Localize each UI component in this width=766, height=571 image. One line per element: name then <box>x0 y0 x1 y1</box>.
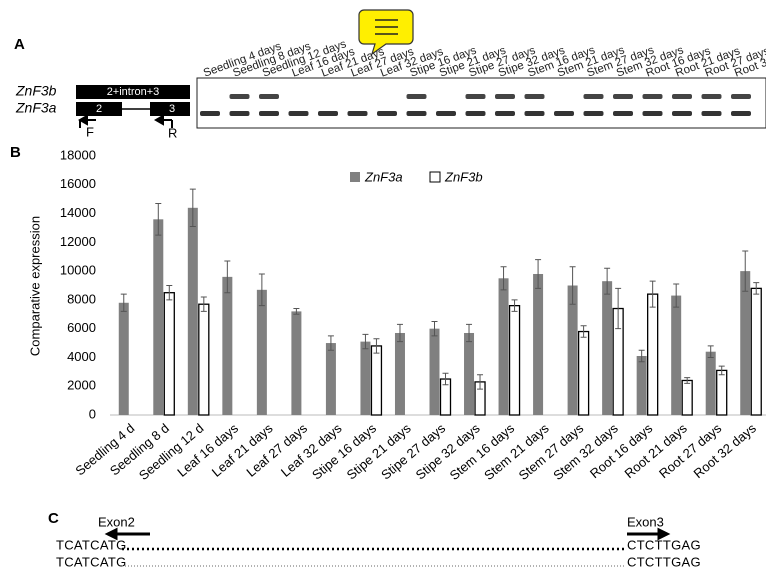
exon-label: Exon3 <box>627 514 664 529</box>
y-tick-label: 10000 <box>60 263 96 278</box>
gel-band <box>613 94 633 99</box>
y-tick-label: 6000 <box>67 320 96 335</box>
bar <box>671 296 681 415</box>
panel-label: C <box>48 510 59 527</box>
bar <box>533 274 543 415</box>
bar <box>682 380 692 415</box>
figure: A ZnF3b ZnF3a 2+intron+3 2 3 F R Seedlin… <box>0 0 766 571</box>
bar <box>717 370 727 415</box>
bar <box>751 288 761 415</box>
bar <box>119 303 129 415</box>
bar <box>706 352 716 415</box>
legend-label: ZnF3b <box>444 169 483 184</box>
gel-band <box>525 111 545 116</box>
sequence: TCATCATG <box>56 537 127 552</box>
gel-band <box>259 94 279 99</box>
exon-label: 3 <box>169 103 175 115</box>
y-tick-label: 14000 <box>60 205 96 220</box>
panel-label: A <box>14 36 25 53</box>
bar <box>188 208 198 415</box>
gel-band <box>348 111 368 116</box>
bar <box>430 329 440 415</box>
y-tick-label: 8000 <box>67 291 96 306</box>
y-tick-label: 16000 <box>60 176 96 191</box>
primer-arrow <box>80 116 96 124</box>
gel-band <box>289 111 309 116</box>
bar <box>326 343 336 415</box>
gene-label: ZnF3a <box>15 100 57 116</box>
gel-band <box>259 111 279 116</box>
bar <box>568 286 578 416</box>
primer-label: R <box>168 125 177 140</box>
bar <box>510 306 520 415</box>
bar <box>464 333 474 415</box>
panel-label: B <box>10 144 21 161</box>
gel-band <box>230 94 250 99</box>
gel-band <box>200 111 220 116</box>
primer-arrow <box>156 116 172 124</box>
legend-swatch <box>350 172 360 182</box>
primer-label: F <box>86 124 94 139</box>
y-tick-label: 4000 <box>67 349 96 364</box>
gel-band <box>584 94 604 99</box>
gel-band <box>407 111 427 116</box>
bar <box>499 278 509 415</box>
y-tick-label: 12000 <box>60 234 96 249</box>
exon-label: Exon2 <box>98 514 135 529</box>
bar <box>579 332 589 415</box>
gel-band <box>318 111 338 116</box>
exon-label: 2 <box>96 103 102 115</box>
gene-label: ZnF3b <box>15 83 57 99</box>
bar <box>257 290 267 415</box>
gel-band <box>613 111 633 116</box>
gel-band <box>495 111 515 116</box>
legend-swatch <box>430 172 440 182</box>
bar <box>199 304 209 415</box>
gel-band <box>554 111 574 116</box>
bar <box>371 346 381 415</box>
bar <box>164 293 174 415</box>
bar <box>395 333 405 415</box>
gel-band <box>643 111 663 116</box>
gel-band <box>731 111 751 116</box>
gel-band <box>672 94 692 99</box>
bar <box>360 342 370 415</box>
y-tick-label: 0 <box>89 406 96 421</box>
bar <box>648 294 658 415</box>
gel-band <box>230 111 250 116</box>
gel-band <box>731 94 751 99</box>
gel-band <box>672 111 692 116</box>
bar <box>637 356 647 415</box>
bar <box>222 277 232 415</box>
gel-band <box>702 94 722 99</box>
sequence: CTCTTGAG <box>627 554 701 569</box>
gel-band <box>584 111 604 116</box>
bar <box>602 281 612 415</box>
y-tick-label: 18000 <box>60 147 96 162</box>
sequence: TCATCATG <box>56 554 127 569</box>
gel-band <box>466 111 486 116</box>
y-tick-label: 2000 <box>67 378 96 393</box>
gel-band <box>525 94 545 99</box>
gel <box>197 78 766 128</box>
bar <box>153 219 163 415</box>
sequence: CTCTTGAG <box>627 537 701 552</box>
y-axis-label: Comparative expression <box>27 216 42 356</box>
bar <box>740 271 750 415</box>
gel-band <box>407 94 427 99</box>
gel-band <box>466 94 486 99</box>
gel-band <box>495 94 515 99</box>
gel-band <box>643 94 663 99</box>
gel-band <box>702 111 722 116</box>
legend-label: ZnF3a <box>364 169 403 184</box>
gel-band <box>377 111 397 116</box>
bar <box>291 311 301 415</box>
gel-band <box>436 111 456 116</box>
exon-label: 2+intron+3 <box>107 86 160 98</box>
